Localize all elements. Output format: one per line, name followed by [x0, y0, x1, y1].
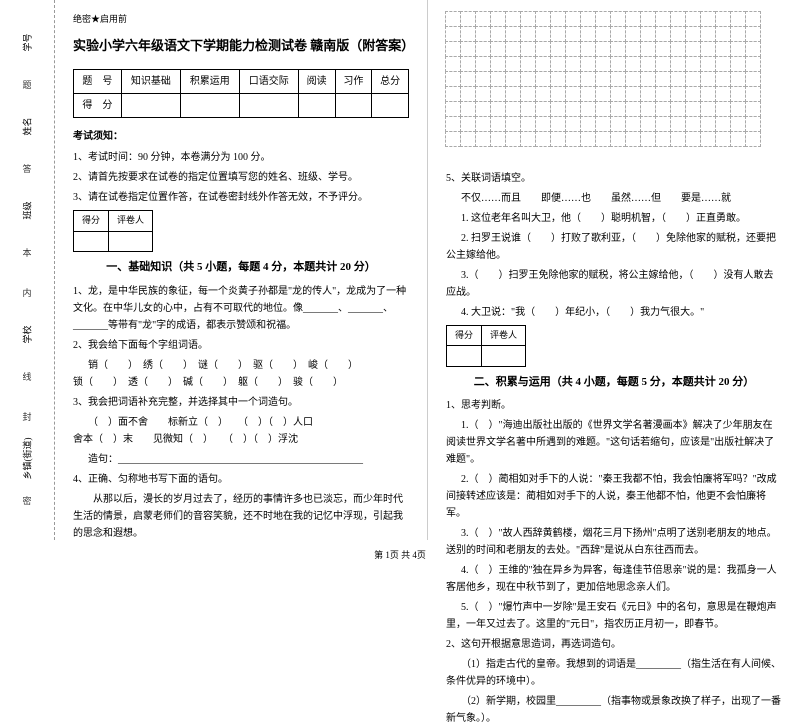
mini-h1: 得分	[74, 211, 109, 231]
notice-2: 2、请首先按要求在试卷的指定位置填写您的姓名、班级、学号。	[73, 169, 409, 186]
secret-label: 绝密★启用前	[73, 12, 409, 27]
sc5	[335, 94, 372, 118]
th-4: 阅读	[298, 70, 335, 94]
q3-1-4: 4.（ ）王维的"独在异乡为异客，每逢佳节倍思亲"说的是：我孤身一人客居他乡，现…	[446, 562, 782, 596]
margin-m1: 题	[21, 80, 34, 89]
grader-table-2: 得分评卷人	[446, 325, 526, 367]
q1-2: 2、我会给下面每个字组词语。	[73, 337, 409, 354]
section-2-title: 二、积累与运用（共 4 小题，每题 5 分，本题共计 20 分）	[446, 373, 782, 392]
q2-5-words: 不仅……而且 即便……也 虽然……但 要是……就	[446, 190, 782, 207]
q2-5: 5、关联词语填空。	[446, 170, 782, 187]
q3-2-2: （2）新学期，校园里_________（指事物或景象改换了样子，出现了一番新气象…	[446, 693, 782, 727]
th-5: 习作	[335, 70, 372, 94]
margin-xuehao: 学号	[20, 33, 33, 51]
sc4	[298, 94, 335, 118]
q1-2-words: 销（ ） 绣（ ） 谜（ ） 驱（ ） 峻（ ） 锁（ ） 透（ ） 碱（ ） …	[73, 357, 409, 391]
margin-m5: 线	[21, 372, 34, 381]
writing-grid	[446, 12, 782, 162]
mini2-h1: 得分	[447, 326, 482, 346]
margin-m2: 答	[21, 164, 34, 173]
q2-5-4: 4. 大卫说："我（ ）年纪小，（ ）我力气很大。"	[446, 304, 782, 321]
notice-title: 考试须知：	[73, 128, 409, 145]
mini-c2	[109, 231, 153, 251]
q2-5-1: 1. 这位老年名叫大卫，他（ ）聪明机智，（ ）正直勇敢。	[446, 210, 782, 227]
q3-2: 2、这句开根据意思造词，再选词造句。	[446, 636, 782, 653]
page-footer: 第 1页 共 4页	[0, 548, 800, 561]
q1-4-text: 从那以后，漫长的岁月过去了，经历的事情许多也已淡忘，而少年时代生活的情景，启蒙老…	[73, 491, 409, 542]
th-0: 题 号	[74, 70, 122, 94]
margin-m4: 内	[21, 288, 34, 297]
margin-m6: 封	[21, 412, 34, 421]
q3-1-2: 2.（ ）蔺相如对手下的人说："秦王我都不怕，我会怕廉将军吗？"改成间接转述应该…	[446, 471, 782, 522]
q1-3-make: 造句：_____________________________________…	[73, 451, 409, 468]
q1-3-words: （ ）面不舍 标新立（ ） （ ）（ ）人口 舍本（ ）末 见微知（ ） （ ）…	[73, 414, 409, 448]
mini-h2: 评卷人	[109, 211, 153, 231]
q2-5-3: 3.（ ）扫罗王免除他家的赋税，将公主嫁给他，（ ）没有人敢去应战。	[446, 267, 782, 301]
margin-banji: 班级	[20, 201, 33, 219]
q1-4: 4、正确、匀称地书写下面的语句。	[73, 471, 409, 488]
binding-margin: 学号 题 姓名 答 班级 本 内 学校 线 封 乡镇(街道) 密	[0, 0, 55, 540]
sc3	[239, 94, 298, 118]
right-column: 5、关联词语填空。 不仅……而且 即便……也 虽然……但 要是……就 1. 这位…	[428, 0, 800, 540]
notice-3: 3、请在试卷指定位置作答，在试卷密封线外作答无效，不予评分。	[73, 189, 409, 206]
sc2	[180, 94, 239, 118]
exam-title: 实验小学六年级语文下学期能力检测试卷 赣南版（附答案）	[73, 35, 409, 57]
th-6: 总分	[372, 70, 409, 94]
q2-5-2: 2. 扫罗王说谁（ ）打败了歌利亚，（ ）免除他家的赋税，还要把公主嫁给他。	[446, 230, 782, 264]
q1-1: 1、龙，是中华民族的象征，每一个炎黄子孙都是"龙的传人"，龙成为了一种文化。在中…	[73, 283, 409, 334]
th-1: 知识基础	[121, 70, 180, 94]
sc6	[372, 94, 409, 118]
left-column: 绝密★启用前 实验小学六年级语文下学期能力检测试卷 赣南版（附答案） 题 号 知…	[55, 0, 428, 540]
mini-c1	[74, 231, 109, 251]
sc1	[121, 94, 180, 118]
score-table: 题 号 知识基础 积累运用 口语交际 阅读 习作 总分 得 分	[73, 69, 409, 118]
margin-m7: 密	[21, 496, 34, 505]
q3-1-1: 1.（ ）"海迪出版社出版的《世界文学名著漫画本》解决了少年朋友在阅读世界文学名…	[446, 417, 782, 468]
mini2-c1	[447, 346, 482, 366]
q3-2-1: （1）指走古代的皇帝。我想到的词语是_________（指生活在有人间候、条件优…	[446, 656, 782, 690]
margin-xingming: 姓名	[20, 117, 33, 135]
q3-1: 1、思考判断。	[446, 397, 782, 414]
th-3: 口语交际	[239, 70, 298, 94]
notice-1: 1、考试时间：90 分钟，本卷满分为 100 分。	[73, 149, 409, 166]
margin-m3: 本	[21, 248, 34, 257]
section-1-title: 一、基础知识（共 5 小题，每题 4 分，本题共计 20 分）	[73, 258, 409, 277]
score-row-label: 得 分	[74, 94, 122, 118]
mini2-c2	[482, 346, 526, 366]
grader-table-1: 得分评卷人	[73, 210, 153, 252]
margin-xiangzhen: 乡镇(街道)	[21, 437, 34, 479]
mini2-h2: 评卷人	[482, 326, 526, 346]
q3-1-5: 5.（ ）"爆竹声中一岁除"是王安石《元日》中的名句，意思是在鞭炮声里，一年又过…	[446, 599, 782, 633]
margin-xuexiao: 学校	[20, 325, 33, 343]
q1-3: 3、我会把词语补充完整，并选择其中一个词造句。	[73, 394, 409, 411]
th-2: 积累运用	[180, 70, 239, 94]
